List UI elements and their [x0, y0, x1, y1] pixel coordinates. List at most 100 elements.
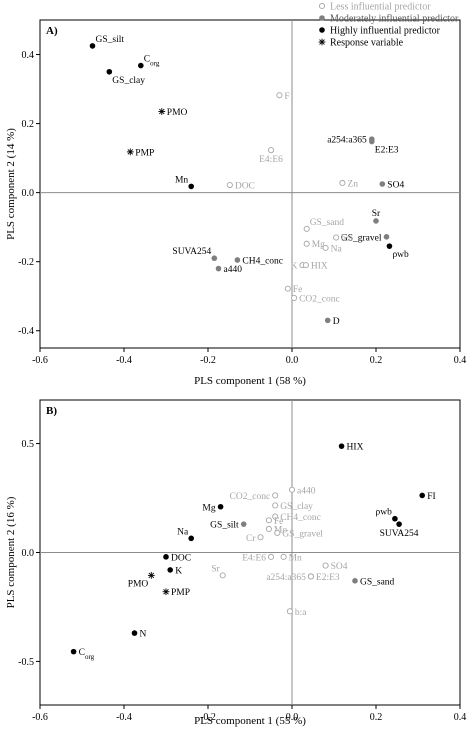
point-1-ch4-conc — [272, 513, 279, 520]
panel-b-xtick-label-3: 0.0 — [286, 712, 299, 723]
panel-a-x-axis-label: PLS component 1 (58 %) — [194, 375, 306, 387]
point-label-1-corg: Corg — [79, 648, 95, 661]
panel-a-y-axis-label: PLS component 2 (14 %) — [5, 128, 17, 240]
point-label-1-mo: Mo — [274, 525, 287, 535]
point-1-b-a — [286, 608, 293, 615]
point-1-k — [167, 567, 173, 573]
point-label-0-e2-e3: E2:E3 — [375, 146, 399, 156]
panel-b-x-axis-label: PLS component 1 (55 %) — [194, 715, 306, 727]
point-1-n — [131, 630, 138, 636]
point-1-wb — [392, 515, 398, 522]
point-label-1-e4-e6: E4:E6 — [242, 553, 266, 563]
point-label-0-a254-a365: a254:a365 — [327, 136, 367, 146]
point-1-doc — [163, 554, 169, 560]
point-label-1-gs-silt: GS_silt — [210, 521, 239, 531]
point-1-na — [188, 535, 194, 542]
point-0-co2-conc — [291, 294, 298, 301]
point-1-cr — [257, 534, 264, 541]
panel-a-xtick-label-2: -0.2 — [200, 355, 216, 366]
point-0-sr — [373, 218, 379, 224]
panel-b-xtick-label-0: -0.6 — [32, 712, 48, 723]
point-label-1-gs-gravel: GS_gravel — [282, 529, 323, 539]
point-1-mn — [280, 553, 287, 560]
point-label-0-d: D — [333, 317, 340, 327]
panel-a-ytick-label-4: 0.4 — [22, 50, 35, 61]
point-label-1-a440: a440 — [297, 486, 316, 496]
point-label-0-zn: Zn — [347, 179, 358, 189]
point-1-sr — [219, 572, 226, 579]
point-1-pmo — [147, 571, 155, 579]
point-0-b-a — [333, 234, 340, 241]
point-0-doc — [226, 181, 233, 189]
point-label-1-fe: Fe — [274, 517, 284, 527]
point-label-0-fe: Fe — [293, 285, 303, 295]
point-0-gs-clay — [106, 68, 113, 75]
panel-b-xtick-label-1: -0.4 — [116, 712, 132, 723]
legend-marker-response — [318, 38, 326, 46]
panel-b-xtick-label-5: 0.4 — [454, 712, 467, 723]
point-1-gs-sand — [352, 578, 358, 584]
point-label-0-gs-clay: GS_clay — [112, 76, 145, 86]
point-0-suva254 — [211, 255, 218, 262]
point-label-0-suva254: SUVA254 — [172, 247, 211, 257]
point-1-mo — [265, 525, 272, 533]
point-label-1-fi: FI — [427, 492, 435, 502]
point-label-0-gs-sand: GS_sand — [310, 218, 345, 228]
legend-marker-high — [319, 27, 325, 33]
point-0-e2-e3 — [369, 138, 375, 145]
point-0-pmo — [158, 108, 166, 115]
point-label-1-doc: DOC — [171, 553, 191, 563]
point-0-hix — [302, 262, 309, 269]
point-label-0-mn: Mn — [175, 175, 188, 185]
point-label-1-pmp: PMP — [171, 588, 190, 598]
point-label-1-b-a: b:a — [295, 608, 307, 618]
point-0-f — [276, 92, 283, 99]
point-label-1-hix: HIX — [347, 443, 364, 453]
panel-a-ytick-label-0: -0.4 — [18, 326, 34, 337]
point-0-gs-sand — [303, 225, 310, 232]
point-1-fi — [419, 492, 426, 499]
point-label-0-pmp: PMP — [135, 148, 154, 158]
panel-a-xtick-label-0: -0.6 — [32, 355, 48, 366]
point-label-0-na: Na — [331, 244, 343, 254]
point-0-corg — [138, 62, 144, 69]
point-0-pmp — [126, 148, 134, 156]
legend-marker-moderate — [319, 15, 325, 21]
legend-marker-less — [318, 2, 326, 10]
point-label-1-a254-a365: a254:a365 — [266, 573, 306, 583]
point-label-0-e4-e6: E4:E6 — [259, 155, 283, 165]
point-label-1-pmo: PMO — [128, 579, 149, 589]
legend-label-response: Response variable — [330, 38, 404, 49]
point-1-fe — [265, 517, 272, 524]
panel-a-frame — [39, 19, 461, 349]
panel-a-xtick-label-4: 0.2 — [370, 355, 383, 366]
point-1-gs-clay — [272, 502, 279, 509]
point-1-corg — [70, 648, 77, 655]
point-0-e4-e6 — [267, 147, 275, 154]
panel-a-xtick-label-3: 0.0 — [286, 355, 299, 366]
point-label-1-wb: ρwb — [376, 508, 393, 518]
point-label-1-na: Na — [177, 527, 189, 537]
point-1-mg — [217, 503, 224, 510]
point-label-0-b-a: b:a — [341, 234, 353, 244]
point-label-0-gs-gravel: GS_gravel — [341, 233, 382, 243]
panel-b-ytick-label-0: -0.5 — [18, 657, 34, 668]
panel-b-ytick-label-1: 0.0 — [22, 548, 35, 559]
point-label-1-suva254: SUVA254 — [380, 529, 419, 539]
point-0-zn — [339, 179, 346, 187]
point-0-d — [324, 317, 331, 324]
panel-b-label: B) — [46, 405, 57, 417]
point-1-pmp — [162, 588, 170, 596]
point-1-gs-gravel — [274, 529, 281, 536]
point-label-0-pmo: PMO — [167, 108, 188, 118]
panel-a-ytick-label-1: -0.2 — [18, 257, 34, 268]
point-1-a440 — [288, 486, 296, 493]
point-label-0-co2-conc: CO2_conc — [299, 294, 340, 304]
point-label-0-mg: Mg — [312, 240, 325, 250]
panel-a-label: A) — [46, 25, 58, 37]
point-0-fe — [284, 285, 291, 292]
point-label-1-co2-conc: CO2_conc — [230, 492, 271, 502]
point-label-1-e2-e3: E2:E3 — [316, 573, 340, 583]
